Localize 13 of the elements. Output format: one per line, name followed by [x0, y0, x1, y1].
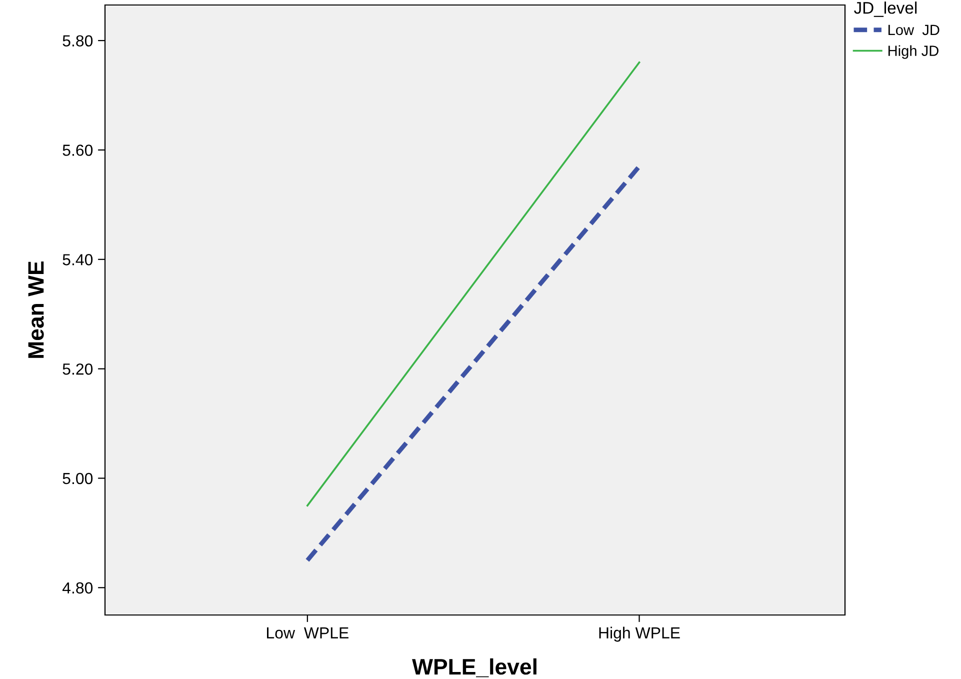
legend-label: Low JD [888, 24, 940, 36]
y-tick-label: 5.60 [62, 144, 93, 156]
x-axis-title: WPLE_level [412, 658, 536, 678]
y-tick-label: 5.80 [62, 35, 93, 47]
x-tick-label: High WPLE [599, 626, 680, 642]
y-tick-label: 5.00 [62, 472, 93, 484]
x-tick-label: Low WPLE [267, 627, 348, 639]
legend-label: High JD [888, 45, 938, 59]
y-tick-label: 4.80 [62, 582, 93, 594]
y-tick-label: 5.20 [62, 363, 93, 375]
legend-title: JD_level [854, 2, 917, 17]
y-tick-label: 5.40 [62, 254, 93, 266]
y-axis-title: Mean WE [28, 261, 44, 358]
